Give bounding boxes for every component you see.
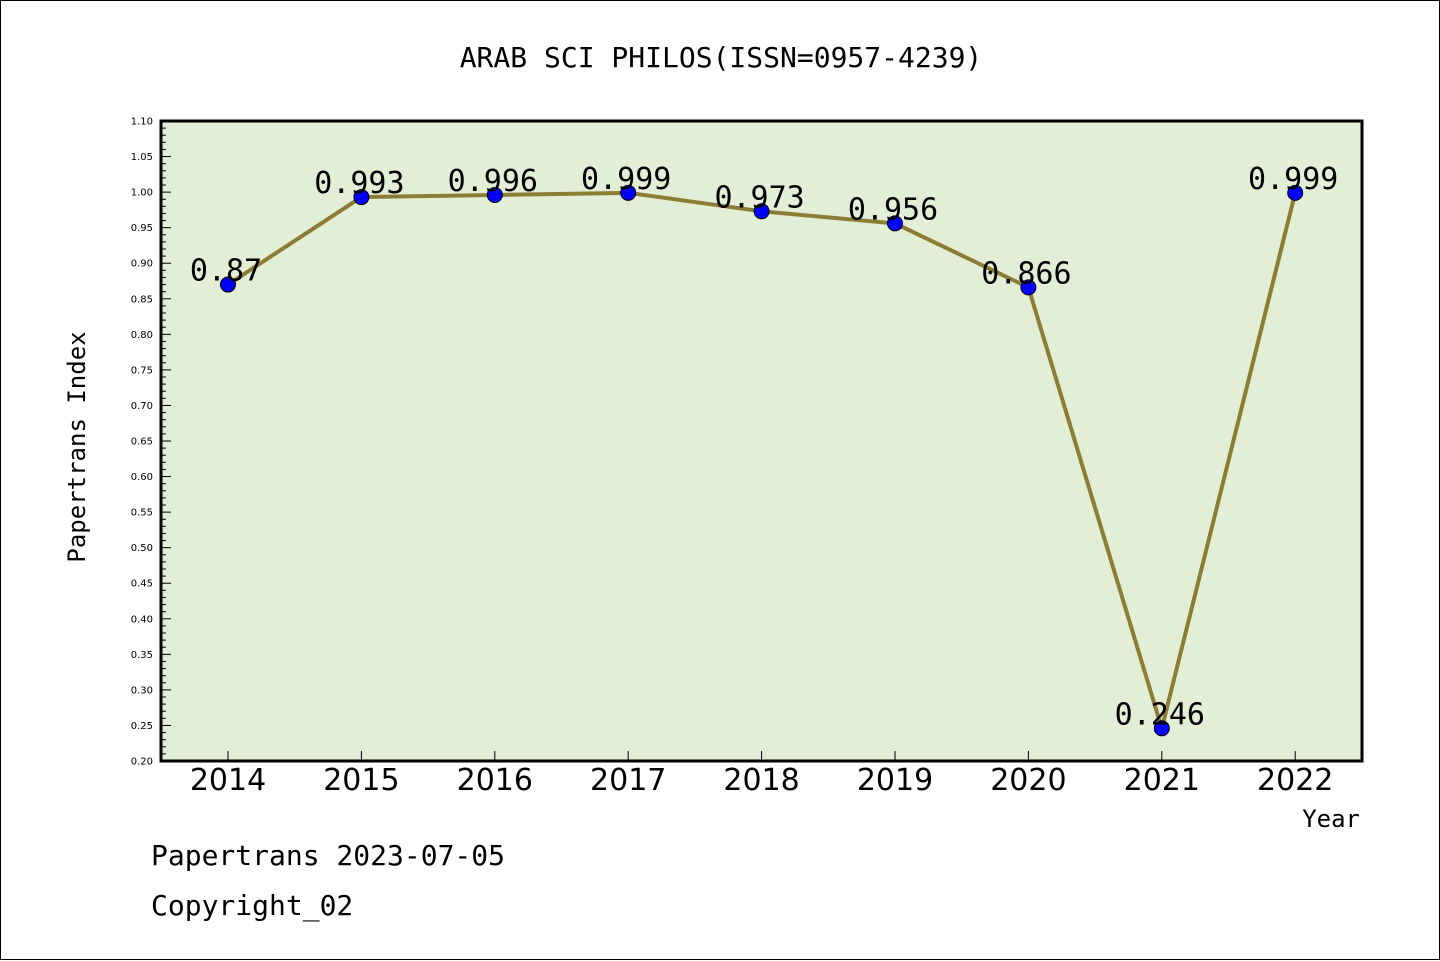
footer-copyright: Copyright_02 [151, 889, 353, 923]
data-point [486, 186, 503, 203]
y-tick-label: 0.30 [131, 685, 153, 696]
y-tick-label: 0.90 [131, 259, 153, 270]
y-tick-label: 0.60 [131, 472, 153, 483]
x-tick-label: 2019 [857, 763, 933, 798]
chart-title: ARAB SCI PHILOS(ISSN=0957-4239) [460, 41, 983, 74]
data-point [1020, 279, 1037, 296]
y-tick-label: 0.95 [131, 223, 153, 234]
data-point [620, 184, 637, 201]
y-tick-label: 0.45 [131, 579, 153, 590]
data-label: 0.87 [190, 254, 262, 289]
y-tick-label: 1.10 [131, 117, 153, 128]
data-label: 0.956 [848, 192, 938, 227]
y-axis-label: Papertrans Index [63, 331, 91, 562]
data-label: 0.973 [714, 180, 804, 215]
x-tick-label: 2014 [190, 763, 266, 798]
x-tick-label: 2018 [723, 763, 799, 798]
data-labels: 0.87 0.993 0.996 0.999 0.973 0.956 0.866 0.246 0… [190, 162, 1338, 732]
y-tick-label: 0.25 [131, 721, 153, 732]
data-label: 0.866 [981, 256, 1071, 291]
data-label: 0.999 [581, 162, 671, 197]
y-axis-ticks: 0.20 0.25 0.30 0.35 0.40 0.45 0.50 0.55 0.60 0.65… [131, 117, 171, 768]
x-axis-ticks: 2014 2015 2016 2017 2018 2019 2020 2021 2022 [190, 751, 1333, 798]
x-tick-label: 2021 [1124, 763, 1200, 798]
y-tick-label: 0.20 [131, 757, 153, 768]
data-point [753, 203, 770, 220]
y-tick-label: 0.35 [131, 650, 153, 661]
data-point [887, 215, 903, 232]
y-tick-label: 0.55 [131, 508, 153, 519]
y-tick-label: 0.65 [131, 437, 153, 448]
x-axis-label: Year [1302, 805, 1360, 833]
y-tick-label: 0.80 [131, 330, 153, 341]
y-tick-label: 0.40 [131, 614, 153, 625]
y-tick-label: 0.75 [131, 365, 153, 376]
y-tick-label: 0.50 [131, 543, 153, 554]
data-point [1153, 720, 1170, 737]
data-label: 0.999 [1248, 162, 1338, 197]
x-tick-label: 2017 [590, 763, 666, 798]
x-tick-label: 2020 [990, 763, 1066, 798]
x-tick-label: 2016 [457, 763, 533, 798]
plot-area [159, 119, 1364, 763]
data-label: 0.993 [314, 166, 404, 201]
y-tick-label: 0.70 [131, 401, 153, 412]
y-tick-label: 1.00 [131, 188, 153, 199]
series-layer [220, 184, 1304, 737]
x-tick-label: 2022 [1257, 763, 1333, 798]
data-label: 0.996 [448, 164, 538, 199]
data-point [353, 189, 370, 206]
y-tick-label: 1.05 [131, 152, 153, 163]
footer-source: Papertrans 2023-07-05 [151, 839, 505, 872]
data-point [220, 276, 236, 293]
x-tick-label: 2015 [323, 763, 399, 798]
y-tick-label: 0.85 [131, 294, 153, 305]
data-point [1287, 184, 1304, 201]
data-label: 0.246 [1115, 697, 1205, 732]
